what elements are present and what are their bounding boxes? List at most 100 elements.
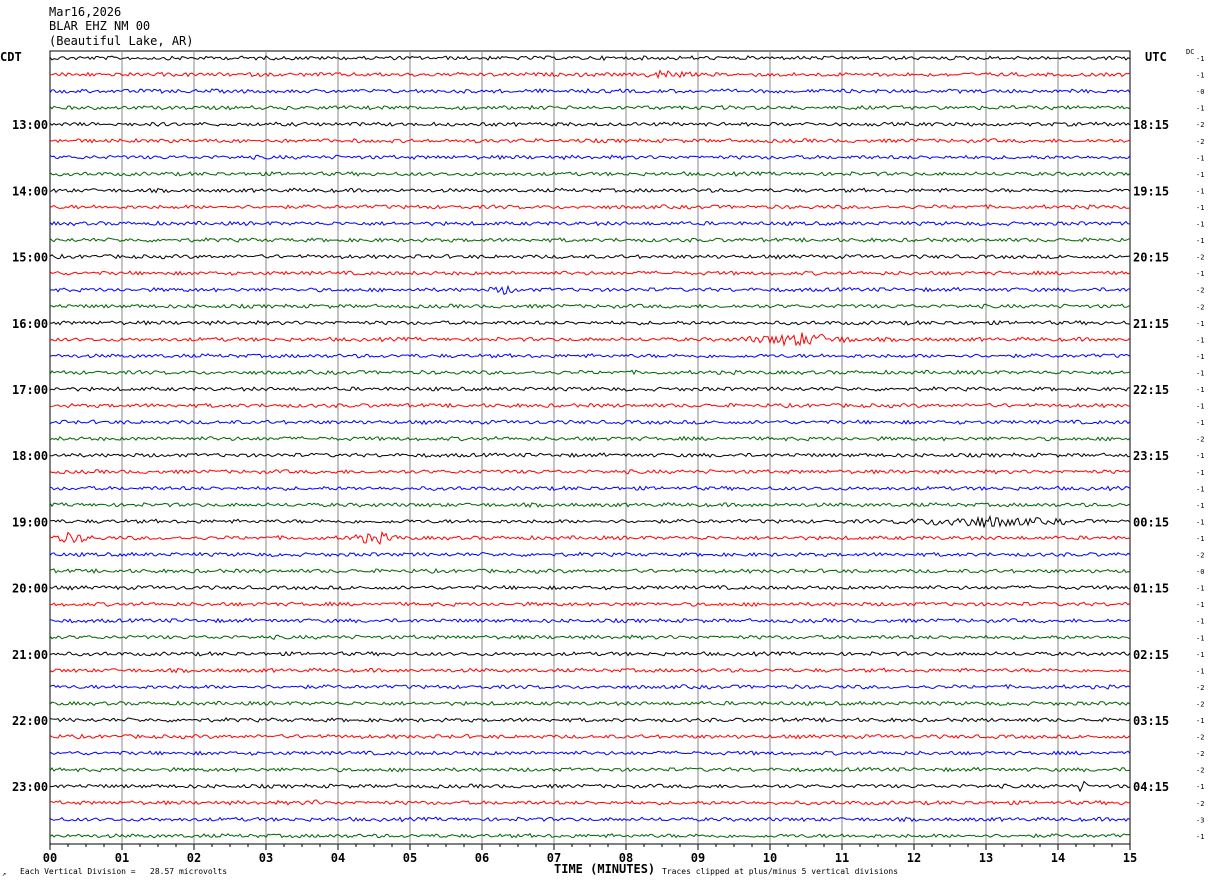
trace-32 — [49, 584, 1131, 591]
trace-5 — [49, 137, 1131, 144]
dc-offset-30: -2 — [1196, 552, 1204, 560]
right-hour-label-2: 20:15 — [1133, 251, 1169, 265]
trace-45 — [49, 799, 1131, 806]
x-tick-label-00: 00 — [43, 851, 57, 865]
trace-46 — [49, 816, 1131, 823]
trace-20 — [49, 386, 1131, 392]
trace-29 — [49, 530, 1131, 545]
left-hour-label-10: 23:00 — [12, 780, 48, 794]
dc-offset-header: DC — [1186, 48, 1195, 56]
dc-offset-25: -1 — [1196, 469, 1204, 477]
dc-offset-38: -2 — [1196, 684, 1204, 692]
dc-offset-18: -1 — [1196, 353, 1204, 361]
x-tick-label-08: 08 — [619, 851, 633, 865]
trace-4 — [49, 121, 1131, 128]
x-tick-label-03: 03 — [259, 851, 273, 865]
dc-offset-44: -1 — [1196, 783, 1204, 791]
dc-offset-47: -1 — [1196, 833, 1204, 841]
left-hour-label-0: 13:00 — [12, 118, 48, 132]
left-hour-label-7: 20:00 — [12, 582, 48, 596]
trace-17 — [49, 332, 1131, 347]
trace-15 — [49, 303, 1131, 310]
plot-frame — [49, 50, 1131, 845]
clipping-note: Traces clipped at plus/minus 5 vertical … — [662, 867, 899, 876]
left-hour-label-2: 15:00 — [12, 251, 48, 265]
dc-offset-22: -1 — [1196, 419, 1204, 427]
trace-25 — [49, 468, 1131, 475]
left-hour-label-3: 16:00 — [12, 317, 48, 331]
right-hour-label-3: 21:15 — [1133, 317, 1169, 331]
left-hour-label-5: 18:00 — [12, 449, 48, 463]
vertical-gridlines — [49, 50, 1131, 850]
dc-offset-20: -1 — [1196, 386, 1204, 394]
dc-offset-40: -1 — [1196, 717, 1204, 725]
right-hour-label-5: 23:15 — [1133, 449, 1169, 463]
x-tick-label-04: 04 — [331, 851, 345, 865]
timezone-right-label: UTC — [1145, 50, 1167, 64]
trace-40 — [49, 717, 1131, 723]
trace-11 — [49, 237, 1131, 243]
trace-16 — [49, 319, 1131, 326]
trace-12 — [49, 253, 1131, 260]
station-location: (Beautiful Lake, AR) — [49, 34, 194, 48]
left-hour-label-4: 17:00 — [12, 383, 48, 397]
dc-offset-12: -2 — [1196, 254, 1204, 262]
trace-42 — [49, 750, 1131, 756]
left-hour-label-8: 21:00 — [12, 648, 48, 662]
right-hour-label-1: 19:15 — [1133, 184, 1169, 198]
x-tick-label-15: 15 — [1123, 851, 1137, 865]
dc-offset-36: -1 — [1196, 651, 1204, 659]
dc-offset-21: -1 — [1196, 403, 1204, 411]
trace-18 — [49, 353, 1131, 359]
dc-offset-34: -1 — [1196, 618, 1204, 626]
dc-offset-0: -1 — [1196, 55, 1204, 63]
trace-47 — [49, 832, 1131, 839]
x-tick-label-01: 01 — [115, 851, 129, 865]
dc-offset-9: -1 — [1196, 204, 1204, 212]
trace-27 — [49, 502, 1131, 508]
dc-offset-39: -2 — [1196, 700, 1204, 708]
x-tick-label-05: 05 — [403, 851, 417, 865]
x-tick-label-02: 02 — [187, 851, 201, 865]
trace-7 — [49, 170, 1131, 177]
trace-28 — [49, 514, 1131, 528]
dc-offset-14: -2 — [1196, 287, 1204, 295]
trace-41 — [49, 733, 1131, 740]
right-hour-label-9: 03:15 — [1133, 714, 1169, 728]
dc-offset-15: -2 — [1196, 303, 1204, 311]
trace-8 — [49, 187, 1131, 194]
dc-offset-16: -1 — [1196, 320, 1204, 328]
dc-offset-31: -0 — [1196, 568, 1204, 576]
dc-offset-4: -2 — [1196, 121, 1204, 129]
dc-offset-17: -1 — [1196, 336, 1204, 344]
axis-labels: 00 01 02 03 04 05 06 07 08 09 10 11 12 13 14 15 -1 -1 -0 -1… — [12, 55, 1204, 865]
dc-offset-29: -1 — [1196, 535, 1204, 543]
trace-0 — [49, 55, 1131, 62]
trace-30 — [49, 551, 1131, 558]
dc-offset-37: -1 — [1196, 667, 1204, 675]
left-hour-label-6: 19:00 — [12, 515, 48, 529]
dc-offset-13: -1 — [1196, 270, 1204, 278]
trace-24 — [49, 452, 1131, 459]
dc-offset-24: -1 — [1196, 452, 1204, 460]
dc-offset-28: -1 — [1196, 518, 1204, 526]
record-date: Mar16,2026 — [49, 5, 122, 19]
dc-offset-27: -1 — [1196, 502, 1204, 510]
trace-3 — [49, 104, 1131, 111]
trace-19 — [49, 369, 1131, 376]
trace-14 — [49, 284, 1131, 295]
trace-6 — [49, 154, 1131, 161]
dc-offset-1: -1 — [1196, 72, 1204, 80]
timezone-left-label: CDT — [0, 50, 22, 64]
dc-offset-19: -1 — [1196, 369, 1204, 377]
dc-offset-35: -1 — [1196, 634, 1204, 642]
trace-31 — [49, 567, 1131, 574]
dc-offset-33: -1 — [1196, 601, 1204, 609]
left-hour-label-1: 14:00 — [12, 184, 48, 198]
trace-44 — [49, 780, 1131, 793]
x-tick-label-13: 13 — [979, 851, 993, 865]
right-hour-label-0: 18:15 — [1133, 118, 1169, 132]
x-tick-label-06: 06 — [475, 851, 489, 865]
dc-offset-23: -2 — [1196, 436, 1204, 444]
